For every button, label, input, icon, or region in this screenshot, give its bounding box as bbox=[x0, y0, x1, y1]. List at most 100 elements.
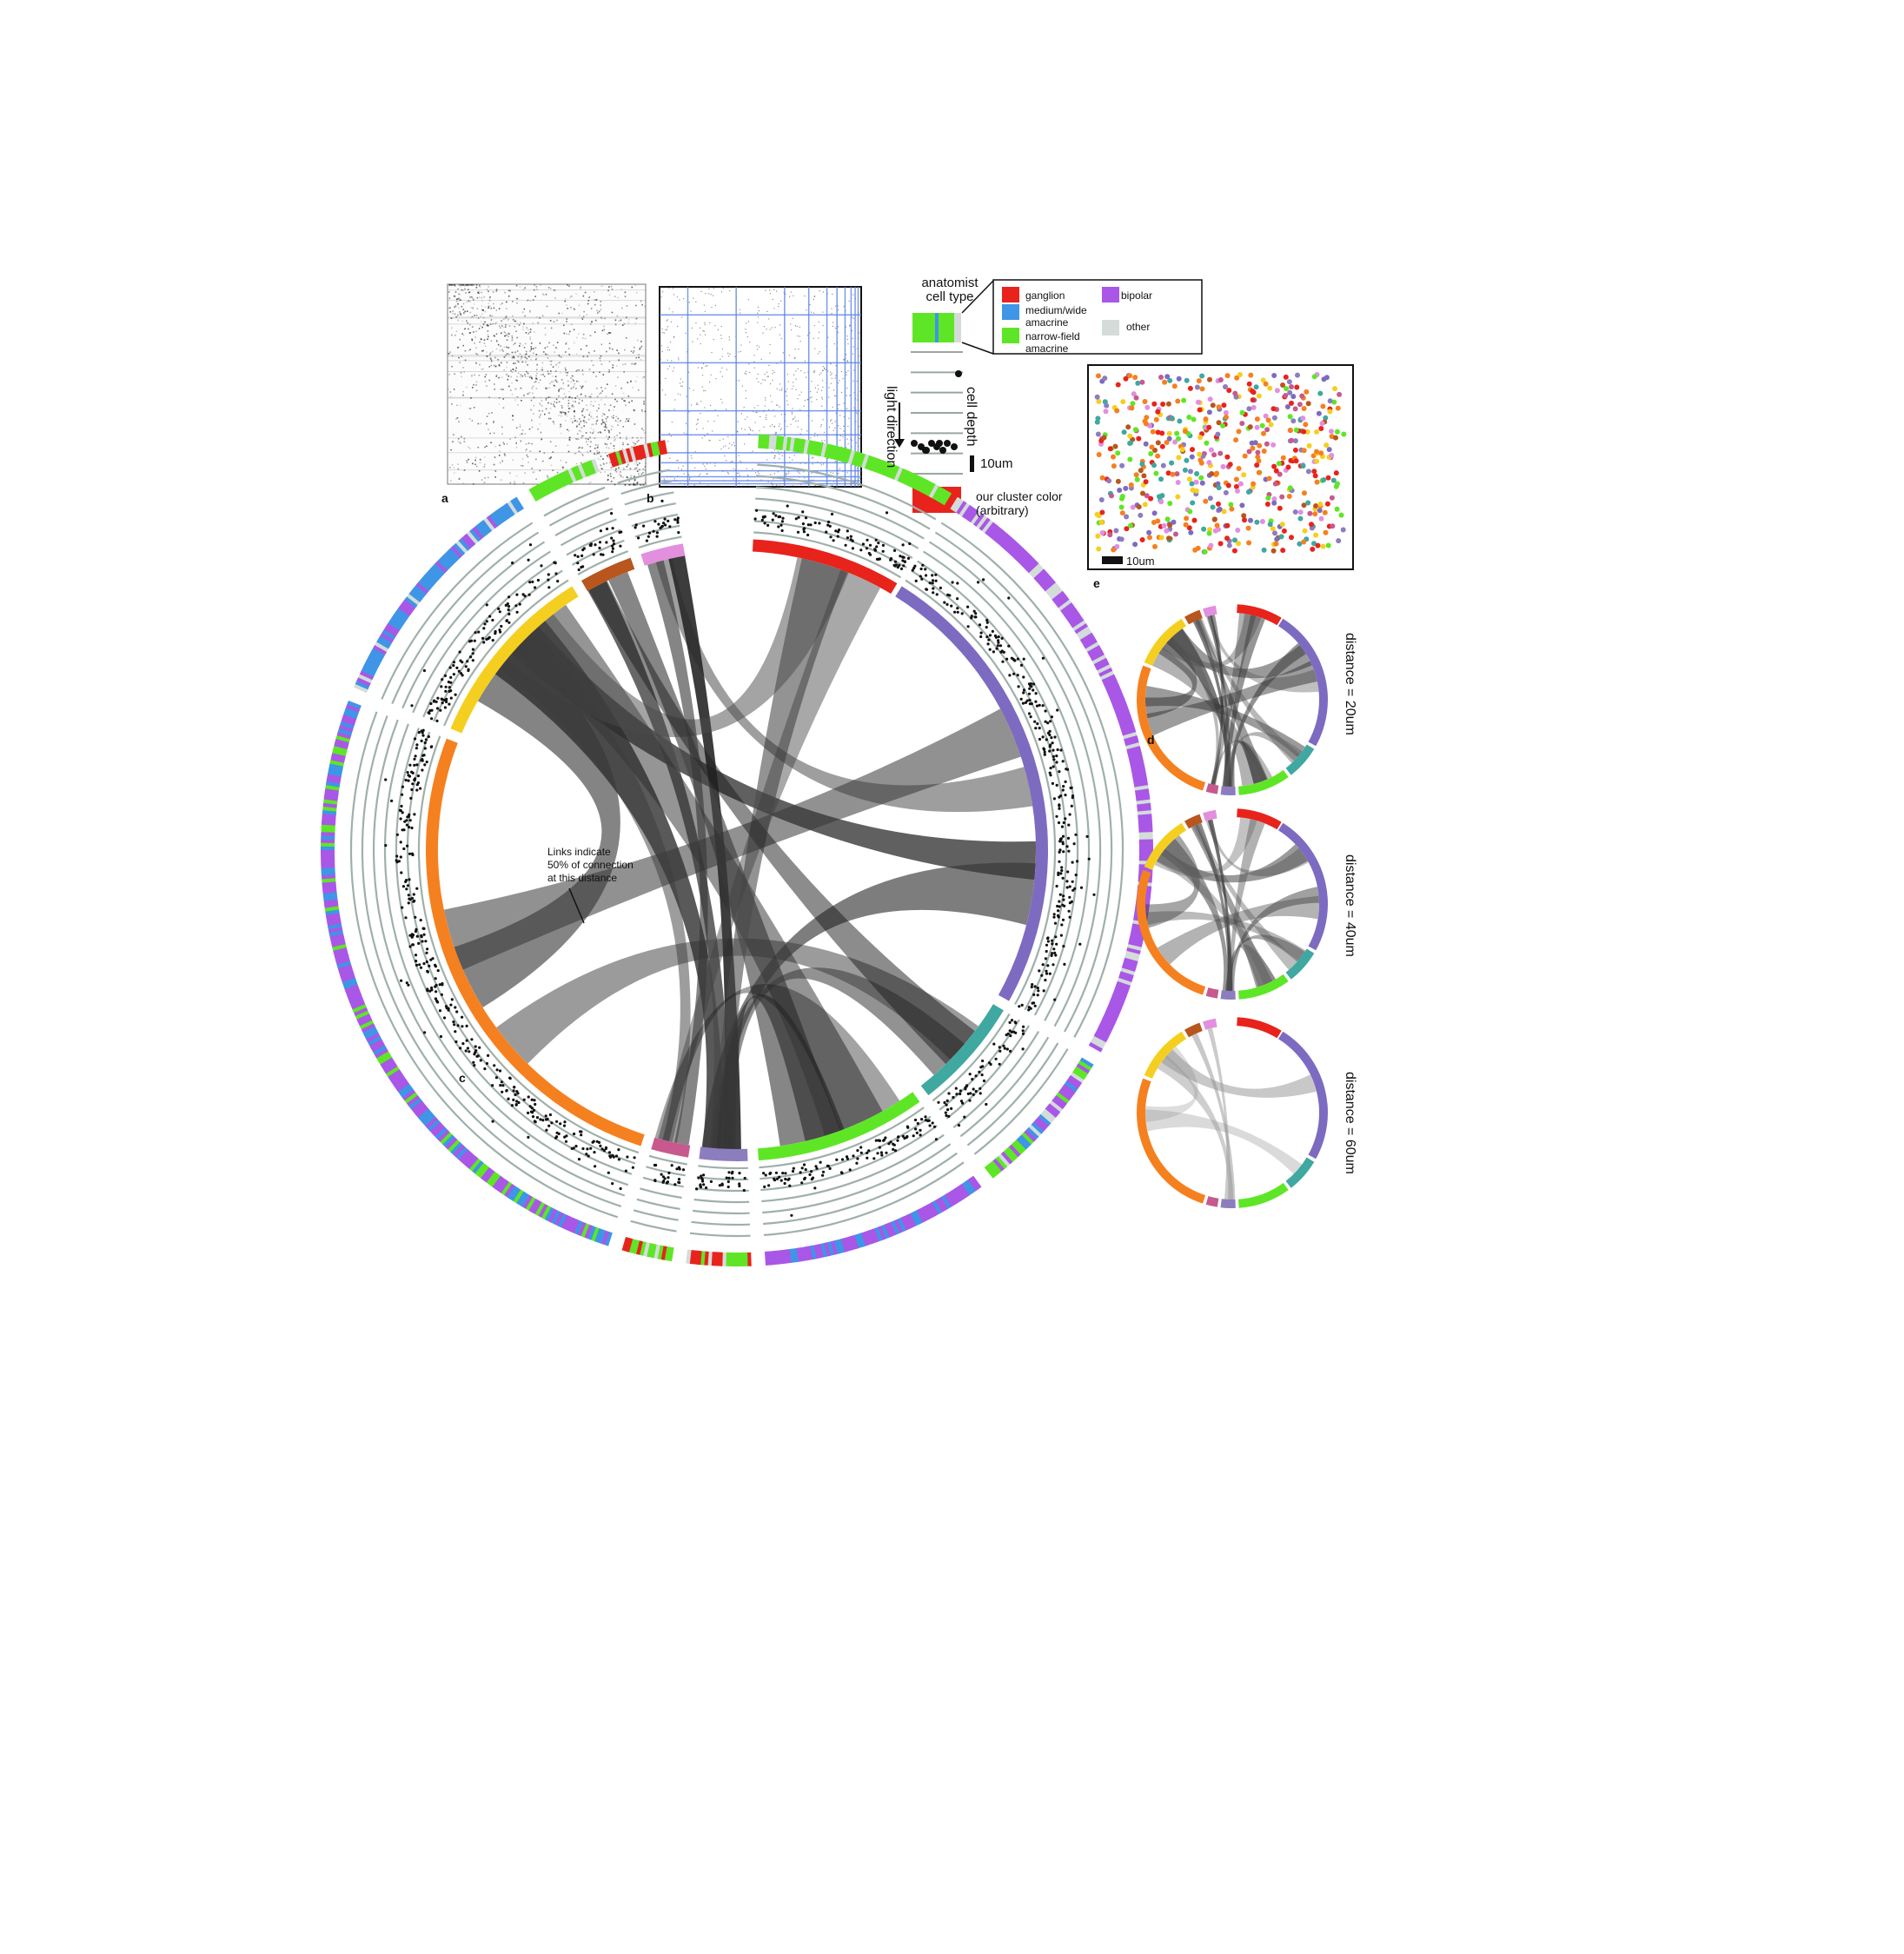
matrix-a-cell bbox=[636, 482, 639, 484]
matrix-b-cell bbox=[667, 441, 669, 442]
anatomist-type-segment bbox=[497, 1180, 509, 1193]
matrix-a-cell bbox=[582, 295, 585, 297]
cell-dot bbox=[1297, 541, 1303, 547]
matrix-b-cell bbox=[823, 431, 826, 433]
matrix-b-cell bbox=[793, 374, 795, 376]
anatomist-type-segment bbox=[1095, 1029, 1110, 1040]
matrix-a-cell bbox=[590, 308, 593, 309]
depth-dot bbox=[631, 1166, 635, 1169]
depth-dot bbox=[440, 685, 443, 688]
cell-dot bbox=[1111, 463, 1117, 469]
chord-link bbox=[1207, 1027, 1231, 1200]
anatomist-type-segment bbox=[1138, 821, 1153, 827]
anatomist-type-segment bbox=[704, 1251, 709, 1266]
chord-link bbox=[1191, 1033, 1236, 1200]
depth-dot bbox=[559, 1122, 562, 1126]
panel-e-cell-positions bbox=[1087, 364, 1354, 570]
matrix-b-cell bbox=[838, 473, 839, 475]
depth-scale-label: 10um bbox=[980, 456, 1013, 471]
matrix-a-cell bbox=[539, 422, 541, 425]
matrix-b-cell bbox=[731, 444, 733, 446]
matrix-a-cell bbox=[630, 484, 632, 486]
cell-dot bbox=[1326, 447, 1332, 453]
depth-dot bbox=[447, 1008, 450, 1012]
cell-dot bbox=[1135, 380, 1141, 386]
cell-dot bbox=[1170, 471, 1176, 477]
depth-dot bbox=[1070, 786, 1073, 789]
cluster-arc bbox=[581, 557, 635, 592]
depth-dot bbox=[1057, 909, 1060, 913]
depth-dot bbox=[1021, 701, 1025, 705]
depth-dot bbox=[466, 660, 469, 663]
anatomist-type-segment bbox=[380, 1057, 395, 1068]
matrix-a-cell bbox=[616, 400, 618, 402]
matrix-a-cell bbox=[454, 472, 455, 474]
matrix-a-cell bbox=[556, 362, 559, 364]
depth-dot bbox=[617, 1158, 621, 1161]
matrix-a-cell bbox=[506, 362, 508, 363]
matrix-a-cell bbox=[575, 426, 578, 429]
depth-dot bbox=[814, 1165, 818, 1168]
anatomist-type-segment bbox=[632, 1240, 640, 1254]
matrix-b-cell bbox=[738, 351, 740, 353]
cell-dot bbox=[1325, 542, 1331, 548]
matrix-a-cell bbox=[502, 442, 505, 443]
matrix-a-cell bbox=[548, 387, 551, 389]
depth-dot bbox=[424, 738, 428, 741]
matrix-a-cell bbox=[608, 436, 610, 438]
matrix-a-cell bbox=[460, 314, 462, 316]
cell-dot bbox=[1209, 471, 1215, 476]
matrix-a-cell bbox=[570, 417, 573, 420]
depth-dot bbox=[515, 610, 519, 614]
anatomist-type-segment bbox=[964, 1180, 976, 1193]
matrix-a-cell bbox=[602, 458, 605, 460]
matrix-a-cell bbox=[526, 449, 527, 450]
matrix-b-cell bbox=[760, 479, 762, 481]
matrix-b-cell bbox=[790, 291, 792, 293]
matrix-b-cell bbox=[764, 379, 766, 381]
matrix-a-cell bbox=[606, 427, 608, 429]
depth-dot bbox=[581, 565, 585, 568]
cell-dot bbox=[1226, 542, 1232, 548]
matrix-a-cell bbox=[566, 321, 567, 322]
matrix-a-cell bbox=[600, 468, 602, 469]
anatomist-type-segment bbox=[1079, 1057, 1094, 1068]
cell-dot bbox=[1216, 527, 1221, 533]
depth-dot bbox=[1048, 972, 1052, 975]
matrix-a-cell bbox=[594, 319, 597, 322]
matrix-b-cell bbox=[683, 298, 685, 300]
depth-dot bbox=[1068, 895, 1071, 899]
matrix-b-cell bbox=[754, 422, 756, 423]
anatomist-type-segment bbox=[813, 1244, 820, 1259]
depth-dot bbox=[482, 627, 486, 630]
matrix-a-cell bbox=[590, 427, 592, 429]
depth-dot bbox=[1058, 850, 1061, 854]
matrix-b-cell bbox=[780, 300, 782, 302]
matrix-a-cell bbox=[491, 360, 493, 362]
matrix-a-cell bbox=[481, 479, 483, 481]
depth-dot bbox=[997, 635, 1000, 639]
matrix-a-cell bbox=[529, 300, 532, 302]
anatomist-type-segment bbox=[1081, 635, 1096, 647]
chord-link bbox=[1167, 631, 1219, 785]
matrix-a-cell bbox=[457, 346, 460, 349]
depth-dot bbox=[931, 574, 934, 577]
matrix-a-cell bbox=[616, 349, 618, 351]
matrix-a-cell bbox=[492, 322, 494, 325]
depth-dot bbox=[988, 1061, 992, 1065]
matrix-a-cell bbox=[600, 316, 602, 319]
links-annotation-line3: at this distance bbox=[547, 872, 618, 884]
matrix-a-cell bbox=[617, 376, 619, 379]
matrix-a-cell bbox=[573, 380, 574, 382]
depth-dot bbox=[974, 1074, 978, 1078]
depth-dot bbox=[859, 548, 863, 552]
matrix-b-cell bbox=[855, 465, 857, 467]
matrix-a-cell bbox=[626, 466, 628, 468]
chord-link bbox=[588, 581, 975, 1065]
depth-dot bbox=[1062, 945, 1065, 948]
matrix-b-cell bbox=[765, 399, 766, 401]
matrix-a-cell bbox=[490, 319, 493, 321]
matrix-b-cell bbox=[852, 337, 853, 340]
matrix-a-cell bbox=[604, 387, 607, 389]
